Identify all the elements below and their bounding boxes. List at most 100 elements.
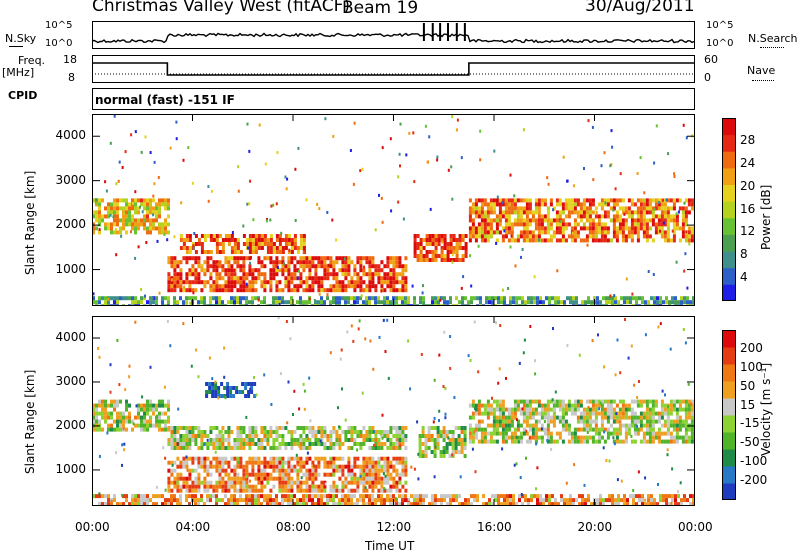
- heatmap-cell: [537, 206, 541, 211]
- heatmap-cell: [507, 419, 511, 424]
- heatmap-cell: [158, 427, 161, 432]
- heatmap-cell: [427, 434, 431, 438]
- heatmap-cell: [248, 456, 252, 461]
- heatmap-cell: [533, 494, 536, 499]
- heatmap-cell: [215, 468, 219, 473]
- heatmap-cell: [359, 434, 363, 438]
- heatmap-speckle: [141, 210, 144, 214]
- heatmap-cell: [248, 280, 252, 285]
- heatmap-cell: [452, 258, 456, 262]
- heatmap-cell: [221, 464, 225, 469]
- heatmap-cell: [558, 214, 562, 219]
- heatmap-cell: [576, 419, 580, 424]
- heatmap-cell: [642, 210, 646, 215]
- heatmap-cell: [302, 464, 306, 469]
- heatmap-cell: [445, 446, 449, 450]
- heatmap-speckle: [471, 447, 474, 451]
- heatmap-cell: [630, 214, 634, 219]
- heatmap-cell: [235, 390, 239, 394]
- heatmap-speckle: [237, 165, 240, 169]
- heatmap-cell: [480, 411, 484, 416]
- heatmap-cell: [654, 202, 658, 207]
- heatmap-cell: [209, 288, 213, 293]
- heatmap-cell: [612, 419, 616, 424]
- heatmap-speckle: [460, 286, 463, 290]
- heatmap-speckle: [297, 463, 300, 467]
- heatmap-cell: [614, 300, 617, 305]
- heatmap-cell: [254, 488, 258, 493]
- heatmap-cell: [227, 502, 230, 506]
- heatmap-cell: [107, 423, 110, 428]
- heatmap-cell: [624, 222, 628, 227]
- heatmap-cell: [158, 210, 161, 215]
- heatmap-cell: [179, 484, 183, 489]
- heatmap-cell: [245, 434, 249, 438]
- heatmap-cell: [254, 456, 258, 461]
- heatmap-cell: [495, 226, 499, 231]
- heatmap-cell: [492, 439, 496, 444]
- heatmap-cell: [314, 488, 318, 493]
- heatmap-cell: [579, 399, 583, 404]
- heatmap-speckle: [216, 262, 219, 266]
- heatmap-cell: [428, 234, 432, 238]
- heatmap-cell: [672, 427, 676, 432]
- heatmap-cell: [242, 472, 246, 477]
- heatmap-cell: [480, 238, 484, 243]
- heatmap-cell: [305, 276, 309, 281]
- heatmap-cell: [122, 494, 125, 499]
- heatmap-cell: [401, 426, 405, 430]
- heatmap-cell: [146, 218, 149, 223]
- heatmap-cell: [368, 264, 372, 269]
- heatmap-cell: [239, 276, 243, 281]
- heatmap-cell: [651, 423, 655, 428]
- heatmap-cell: [212, 494, 215, 499]
- heatmap-cell: [495, 439, 499, 444]
- heatmap-cell: [460, 450, 464, 454]
- heatmap-cell: [504, 419, 508, 424]
- heatmap-cell: [173, 438, 177, 442]
- heatmap-cell: [600, 202, 604, 207]
- heatmap-cell: [563, 300, 566, 305]
- heatmap-cell: [491, 300, 494, 305]
- heatmap-cell: [591, 403, 595, 408]
- heatmap-cell: [107, 210, 110, 215]
- heatmap-cell: [549, 439, 553, 444]
- heatmap-cell: [543, 411, 547, 416]
- heatmap-cell: [531, 210, 535, 215]
- heatmap-cell: [594, 403, 598, 408]
- heatmap-cell: [380, 260, 384, 265]
- heatmap-cell: [510, 415, 514, 420]
- heatmap-cell: [633, 439, 637, 444]
- heatmap-cell: [341, 260, 345, 265]
- heatmap-cell: [460, 430, 464, 434]
- heatmap-cell: [113, 206, 116, 211]
- heatmap-cell: [528, 230, 532, 235]
- heatmap-cell: [221, 456, 225, 461]
- heatmap-cell: [573, 431, 577, 436]
- heatmap-cell: [227, 268, 231, 273]
- heatmap-cell: [257, 446, 261, 450]
- heatmap-cell: [269, 268, 273, 273]
- heatmap-cell: [428, 502, 431, 506]
- heatmap-cell: [476, 494, 479, 499]
- heatmap-cell: [176, 260, 180, 265]
- heatmap-cell: [179, 498, 182, 503]
- heatmap-cell: [353, 430, 357, 434]
- heatmap-cell: [320, 264, 324, 269]
- heatmap-cell: [128, 202, 131, 207]
- heatmap-cell: [224, 272, 228, 277]
- heatmap-cell: [185, 460, 189, 465]
- heatmap-cell: [386, 264, 390, 269]
- heatmap-cell: [639, 415, 643, 420]
- heatmap-cell: [371, 464, 375, 469]
- heatmap-cell: [651, 198, 655, 203]
- heatmap-cell: [341, 280, 345, 285]
- heatmap-cell: [498, 423, 502, 428]
- heatmap-cell: [344, 438, 348, 442]
- heatmap-cell: [579, 238, 583, 243]
- heatmap-cell: [665, 498, 668, 503]
- heatmap-cell: [612, 415, 616, 420]
- heatmap-cell: [486, 214, 490, 219]
- heatmap-cell: [350, 284, 354, 289]
- heatmap-cell: [585, 226, 589, 231]
